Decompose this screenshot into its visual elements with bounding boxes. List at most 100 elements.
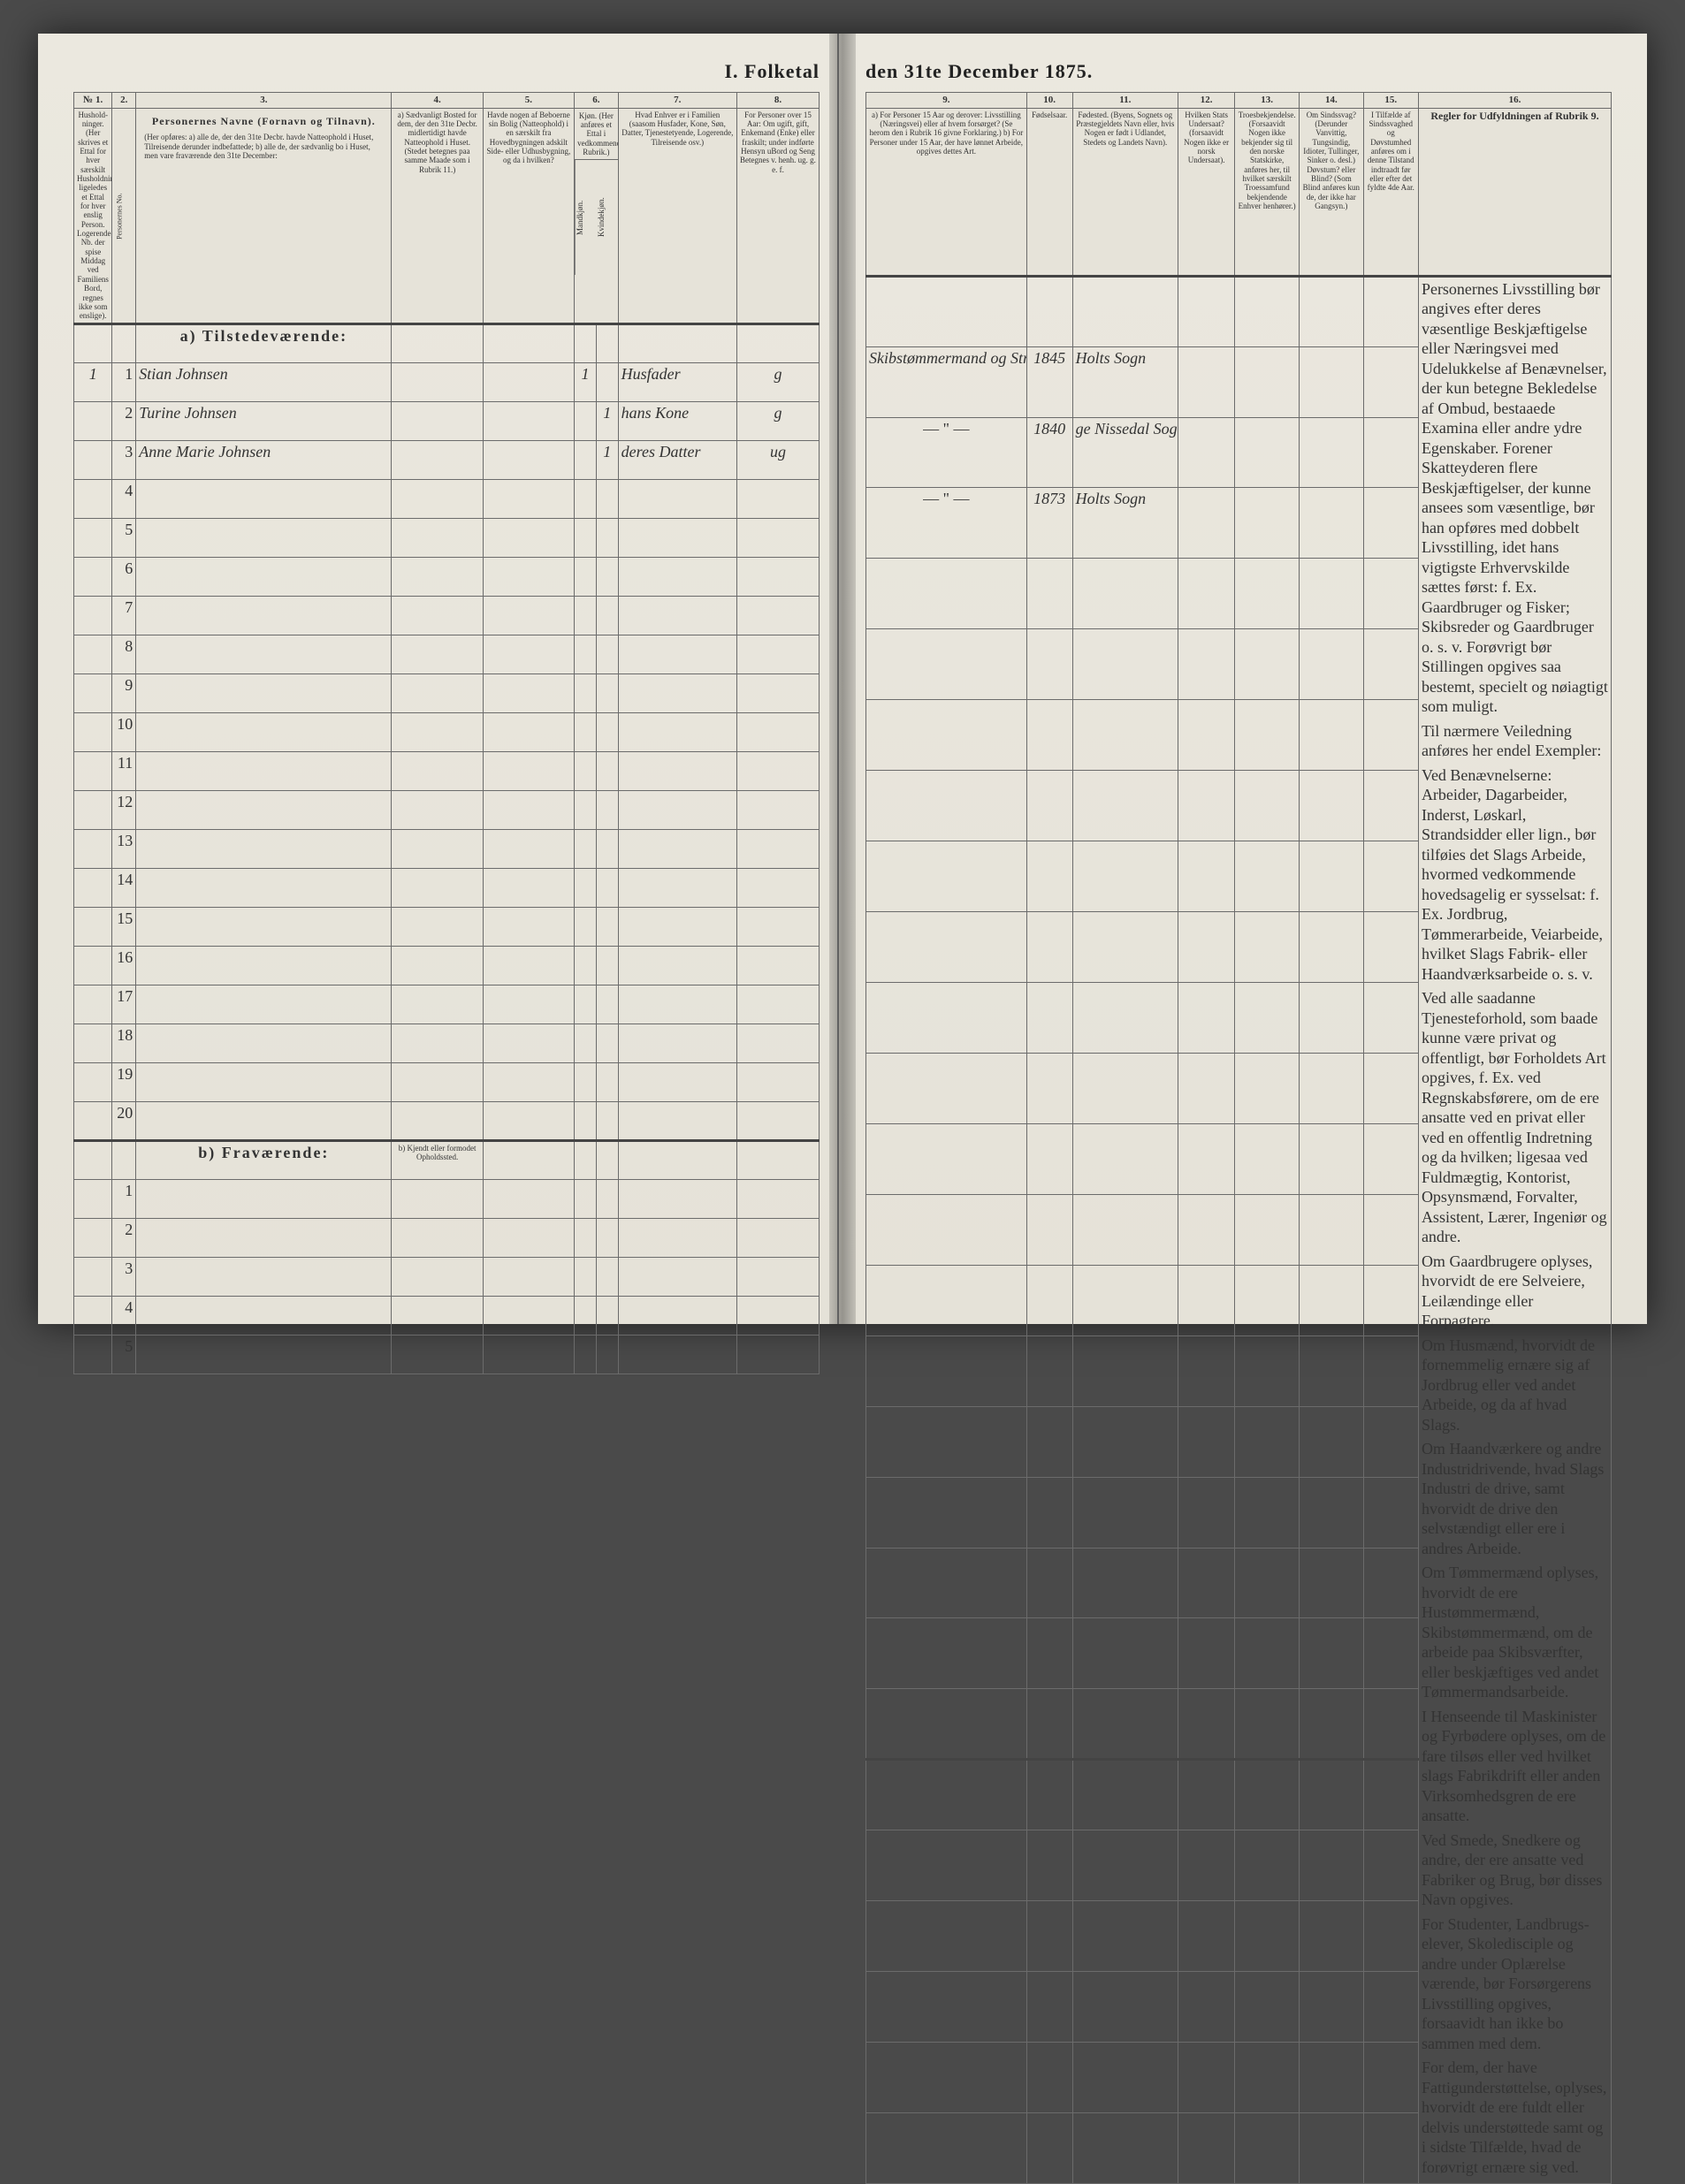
rownum: 12 <box>112 790 136 829</box>
col-8: 8. <box>736 93 819 109</box>
occ-1: Skibstømmermand og Strand. <box>866 346 1027 417</box>
table-row: 1 1 Stian Johnsen 1 Husfader g <box>74 362 820 401</box>
rownum: 3 <box>112 1257 136 1296</box>
col-3: 3. <box>136 93 392 109</box>
rownum: 8 <box>112 635 136 673</box>
name-3: Anne Marie Johnsen <box>136 440 392 479</box>
h15: I Tilfælde af Sindssvaghed og Døvstumhed… <box>1363 108 1418 276</box>
rules-paragraph: Om Tømmermænd oplyses, hvorvidt de ere H… <box>1422 1563 1608 1702</box>
bp-2: ge Nissedal Sogn <box>1072 417 1178 488</box>
rownum: 18 <box>112 1024 136 1062</box>
left-ledger: № 1. 2. 3. 4. 5. 6. 7. 8. Hushold-ninger… <box>73 92 820 1374</box>
name-1: Stian Johnsen <box>136 362 392 401</box>
h6b: Kvindekjøn. <box>597 160 618 275</box>
mk-3 <box>575 440 597 479</box>
h1: Hushold-ninger. (Her skrives et Ettal fo… <box>74 108 112 323</box>
col-15: 15. <box>1363 93 1418 109</box>
right-page: den 31te December 1875. 9. 10. 11. 12. 1… <box>839 34 1647 1324</box>
name-2: Turine Johnsen <box>136 401 392 440</box>
table-row: 2 Turine Johnsen 1 hans Kone g <box>74 401 820 440</box>
kk-3: 1 <box>596 440 618 479</box>
h13: Troesbekjendelse. (Forsaavidt Nogen ikke… <box>1235 108 1300 276</box>
title-left: I. Folketal <box>73 60 820 83</box>
rules-paragraph: Om Husmænd, hvorvidt de fornemmelig ernæ… <box>1422 1336 1608 1435</box>
rules-paragraph: Til nærmere Veiledning anføres her endel… <box>1422 721 1608 761</box>
col-5: 5. <box>483 93 574 109</box>
yr-1: 1845 <box>1026 346 1072 417</box>
h6-title: Kjøn. (Her anføres et Ettal i vedkommend… <box>575 109 618 161</box>
h14: Om Sindssvag? (Derunder Vanvittig, Tungs… <box>1299 108 1363 276</box>
h3: Personernes Navne (Fornavn og Tilnavn). … <box>136 108 392 323</box>
col-2: 2. <box>112 93 136 109</box>
h8: For Personer over 15 Aar: Om ugift, gift… <box>736 108 819 323</box>
rownum: 13 <box>112 829 136 868</box>
rownum: 4 <box>112 1296 136 1335</box>
col-11: 11. <box>1072 93 1178 109</box>
rules-paragraph: I Henseende til Maskinister og Fyrbødere… <box>1422 1707 1608 1826</box>
col-12: 12. <box>1178 93 1234 109</box>
rules-paragraph: Ved Benævnelserne: Arbeider, Dagarbeider… <box>1422 765 1608 985</box>
rownum-3: 3 <box>112 440 136 479</box>
kk-2: 1 <box>596 401 618 440</box>
h11: Fødested. (Byens, Sognets og Præstegjeld… <box>1072 108 1178 276</box>
section-b: b) Fraværende: <box>136 1140 392 1179</box>
h5: Havde nogen af Beboerne sin Bolig (Natte… <box>483 108 574 323</box>
rownum: 5 <box>112 1335 136 1374</box>
h9: a) For Personer 15 Aar og derover: Livss… <box>866 108 1027 276</box>
yr-2: 1840 <box>1026 417 1072 488</box>
civ-2: g <box>736 401 819 440</box>
rel-3: deres Datter <box>618 440 736 479</box>
col-13: 13. <box>1235 93 1300 109</box>
hh-1: 1 <box>74 362 112 401</box>
rownum: 4 <box>112 479 136 518</box>
table-row: 3 Anne Marie Johnsen 1 deres Datter ug <box>74 440 820 479</box>
kk-1 <box>596 362 618 401</box>
rownum: 11 <box>112 751 136 790</box>
rownum: 19 <box>112 1062 136 1101</box>
col-16: 16. <box>1418 93 1611 109</box>
h6a: Mandkjøn. <box>575 160 597 275</box>
occ-3: — " — <box>866 488 1027 559</box>
rules-paragraph: For dem, der have Fattigunderstøttelse, … <box>1422 2058 1608 2177</box>
rules-paragraph: For Studenter, Landbrugs-elever, Skoledi… <box>1422 1914 1608 2054</box>
right-ledger: 9. 10. 11. 12. 13. 14. 15. 16. a) For Pe… <box>865 92 1612 2184</box>
col-6: 6. <box>575 93 619 109</box>
bp-3: Holts Sogn <box>1072 488 1178 559</box>
rules-paragraph: Personernes Livsstilling bør angives eft… <box>1422 279 1608 717</box>
title-right: den 31te December 1875. <box>865 60 1612 83</box>
col-7: 7. <box>618 93 736 109</box>
section-a: a) Tilstedeværende: <box>136 323 392 362</box>
col-10: 10. <box>1026 93 1072 109</box>
col-9: 9. <box>866 93 1027 109</box>
occ-2: — " — <box>866 417 1027 488</box>
rownum: 15 <box>112 907 136 946</box>
civ-1: g <box>736 362 819 401</box>
rownum-2: 2 <box>112 401 136 440</box>
yr-3: 1873 <box>1026 488 1072 559</box>
rownum: 5 <box>112 518 136 557</box>
rel-1: Husfader <box>618 362 736 401</box>
civ-3: ug <box>736 440 819 479</box>
left-page: I. Folketal № 1. 2. 3. 4. 5. 6. 7. 8. Hu… <box>38 34 839 1324</box>
h3-sub: (Her opføres: a) alle de, der den 31te D… <box>139 133 388 160</box>
rules-paragraph: Om Haandværkere og andre Industridrivend… <box>1422 1439 1608 1558</box>
rules-paragraph: Om Gaardbrugere oplyses, hvorvidt de ere… <box>1422 1252 1608 1331</box>
rownum: 14 <box>112 868 136 907</box>
h12: Hvilken Stats Undersaat? (forsaavidt Nog… <box>1178 108 1234 276</box>
rownum: 16 <box>112 946 136 985</box>
rules-paragraph: Ved alle saadanne Tjenesteforhold, som b… <box>1422 988 1608 1247</box>
rules-text: Personernes Livsstilling bør angives eft… <box>1418 276 1611 2184</box>
col-14: 14. <box>1299 93 1363 109</box>
section-b-col4: b) Kjendt eller formodet Opholdssted. <box>392 1140 483 1179</box>
mk-1: 1 <box>575 362 597 401</box>
rownum: 9 <box>112 673 136 712</box>
col-1: № 1. <box>74 93 112 109</box>
col-4: 4. <box>392 93 483 109</box>
rownum: 1 <box>112 1179 136 1218</box>
rownum: 17 <box>112 985 136 1024</box>
rownum-1: 1 <box>112 362 136 401</box>
h16: Regler for Udfyldningen af Rubrik 9. <box>1418 108 1611 276</box>
rownum: 2 <box>112 1218 136 1257</box>
h7: Hvad Enhver er i Familien (saasom Husfad… <box>618 108 736 323</box>
bp-1: Holts Sogn <box>1072 346 1178 417</box>
